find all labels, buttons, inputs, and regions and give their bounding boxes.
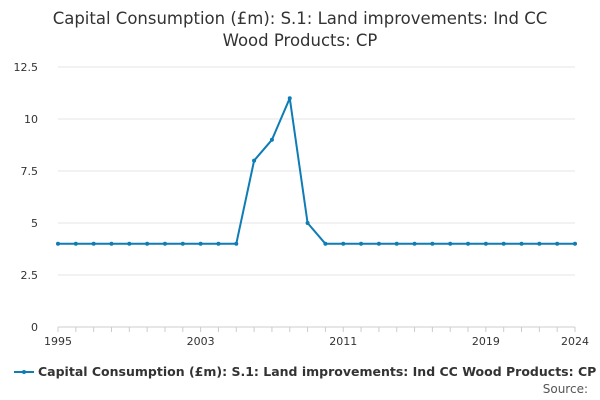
source-label: Source: <box>542 382 588 396</box>
y-tick-label: 5 <box>31 217 38 230</box>
data-point <box>56 241 60 246</box>
y-tick-label: 7.5 <box>21 165 39 178</box>
data-point <box>198 241 203 246</box>
data-point <box>501 241 506 246</box>
data-point <box>430 241 435 246</box>
data-point <box>466 241 471 246</box>
data-point <box>73 241 78 246</box>
x-tick-label: 2003 <box>187 335 215 348</box>
data-point <box>269 137 274 142</box>
data-point <box>537 241 542 246</box>
x-tick-label: 2011 <box>329 335 357 348</box>
data-point <box>359 241 364 246</box>
data-point <box>305 221 310 225</box>
data-point <box>287 96 292 101</box>
data-point <box>412 241 417 246</box>
data-point <box>216 241 221 246</box>
data-point <box>376 241 381 246</box>
y-tick-label: 12.5 <box>14 61 39 74</box>
data-point <box>127 241 132 246</box>
y-tick-label: 0 <box>31 321 38 334</box>
data-point <box>448 241 453 246</box>
data-point <box>341 241 346 246</box>
legend-label: Capital Consumption (£m): S.1: Land impr… <box>38 364 597 379</box>
data-point <box>323 241 328 246</box>
data-point <box>252 158 257 163</box>
x-tick-label: 2019 <box>472 335 500 348</box>
data-point <box>573 241 577 246</box>
chart-title: Capital Consumption (£m): S.1: Land impr… <box>0 8 600 52</box>
chart-title-line-2: Wood Products: CP <box>222 31 378 50</box>
data-point <box>394 241 399 246</box>
data-point <box>180 241 185 246</box>
data-point <box>162 241 167 246</box>
y-tick-label: 2.5 <box>21 269 39 282</box>
data-point <box>483 241 488 246</box>
x-tick-label: 1995 <box>44 335 72 348</box>
legend[interactable]: Capital Consumption (£m): S.1: Land impr… <box>14 364 596 379</box>
data-point <box>91 241 96 246</box>
data-point <box>555 241 560 246</box>
series-line <box>58 97 575 245</box>
chart-title-line-1: Capital Consumption (£m): S.1: Land impr… <box>52 9 548 28</box>
data-point <box>234 241 239 246</box>
data-point <box>145 241 150 246</box>
x-tick-label: 2024 <box>561 335 589 348</box>
data-point <box>109 241 114 246</box>
data-point <box>519 241 524 246</box>
legend-swatch-icon <box>14 366 34 378</box>
y-tick-label: 10 <box>24 113 38 126</box>
